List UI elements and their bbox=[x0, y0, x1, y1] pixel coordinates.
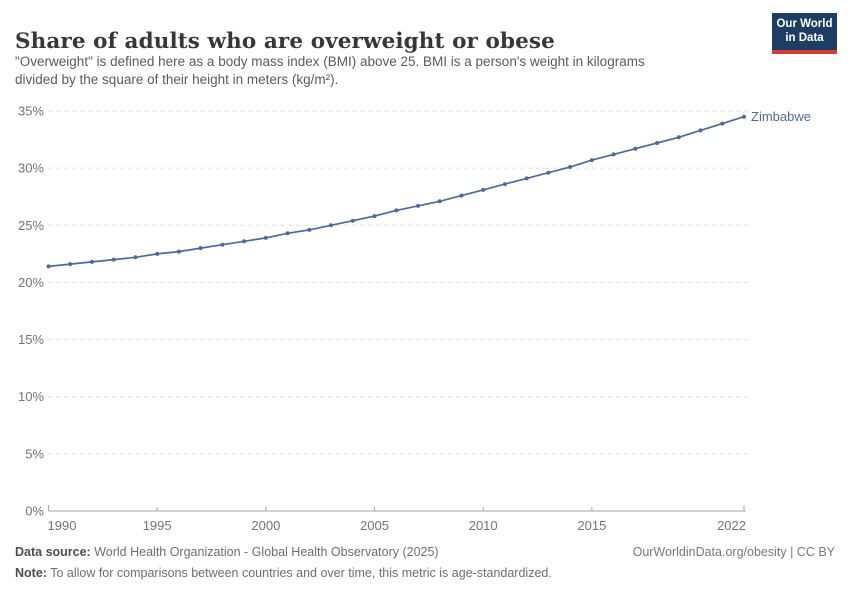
data-point bbox=[176, 249, 181, 254]
data-point bbox=[437, 199, 442, 204]
data-source-label: Data source: bbox=[15, 545, 91, 559]
y-tick-label: 20% bbox=[18, 275, 44, 290]
data-source-line: Data source: World Health Organization -… bbox=[15, 542, 635, 563]
data-point bbox=[155, 251, 160, 256]
page-title: Share of adults who are overweight or ob… bbox=[15, 29, 555, 55]
y-tick-label: 5% bbox=[25, 446, 44, 461]
y-tick-label: 15% bbox=[18, 332, 44, 347]
x-tick-label: 2015 bbox=[577, 518, 606, 533]
data-point bbox=[198, 246, 203, 251]
line-series-zimbabwe bbox=[48, 115, 745, 268]
data-point bbox=[655, 141, 660, 145]
data-point bbox=[676, 135, 681, 140]
data-point bbox=[698, 128, 703, 133]
data-point bbox=[633, 146, 638, 151]
data-point bbox=[546, 170, 551, 175]
data-point bbox=[285, 231, 290, 236]
data-point bbox=[524, 176, 529, 181]
y-tick-label: 25% bbox=[18, 218, 44, 233]
chart-subtitle-line: divided by the square of their height in… bbox=[15, 71, 339, 87]
data-point bbox=[68, 262, 73, 267]
data-point bbox=[416, 203, 420, 208]
x-tick-label: 2005 bbox=[360, 518, 389, 533]
line-chart-plot-area: 0% 5% 10% 15% 20% 25% 30% 35% 1990 1995 2000 2005 20… bbox=[18, 104, 811, 534]
data-point bbox=[720, 121, 725, 126]
data-point bbox=[611, 152, 616, 157]
data-point bbox=[263, 235, 268, 240]
y-tick-label: 10% bbox=[18, 389, 44, 404]
note-label: Note: bbox=[15, 565, 47, 580]
chart-footer: Data source: World Health Organization -… bbox=[15, 542, 835, 583]
data-point bbox=[242, 239, 247, 244]
y-tick-label: 0% bbox=[25, 504, 44, 519]
data-point bbox=[133, 255, 138, 260]
x-tick-label: 2022 bbox=[717, 518, 746, 533]
data-point bbox=[329, 223, 333, 228]
data-point bbox=[307, 227, 312, 232]
y-tick-label: 35% bbox=[18, 104, 44, 119]
data-point bbox=[481, 187, 486, 192]
x-tick-label: 2010 bbox=[469, 518, 498, 533]
owid-logo[interactable]: Our World in Data bbox=[772, 13, 837, 54]
note-line: Note: To allow for comparisons between c… bbox=[15, 563, 635, 584]
owid-logo-line2: in Data bbox=[785, 31, 824, 44]
data-point bbox=[46, 264, 51, 269]
owid-logo-line1: Our World bbox=[776, 18, 833, 30]
x-tick-label: 1990 bbox=[48, 518, 77, 533]
x-tick-label: 1995 bbox=[143, 518, 172, 533]
data-point bbox=[742, 114, 746, 119]
data-point bbox=[589, 158, 594, 163]
data-point bbox=[90, 259, 94, 264]
data-point bbox=[372, 214, 377, 219]
data-point bbox=[568, 165, 573, 169]
note-text: To allow for comparisons between countri… bbox=[50, 565, 552, 580]
data-point bbox=[350, 218, 355, 223]
data-source-text: World Health Organization - Global Healt… bbox=[94, 545, 439, 559]
data-point bbox=[394, 208, 399, 213]
chart-subtitle: "Overweight" is defined here as a body m… bbox=[15, 53, 735, 89]
chart-subtitle-line: "Overweight" is defined here as a body m… bbox=[15, 54, 645, 69]
owid-license-link[interactable]: OurWorldinData.org/obesity | CC BY bbox=[632, 545, 835, 559]
data-point bbox=[502, 182, 507, 187]
entity-label[interactable]: Zimbabwe bbox=[751, 109, 811, 124]
data-point bbox=[459, 193, 464, 198]
data-point bbox=[111, 257, 116, 262]
data-point bbox=[220, 242, 225, 247]
y-tick-label: 30% bbox=[18, 161, 44, 176]
x-tick-label: 2000 bbox=[251, 518, 280, 533]
